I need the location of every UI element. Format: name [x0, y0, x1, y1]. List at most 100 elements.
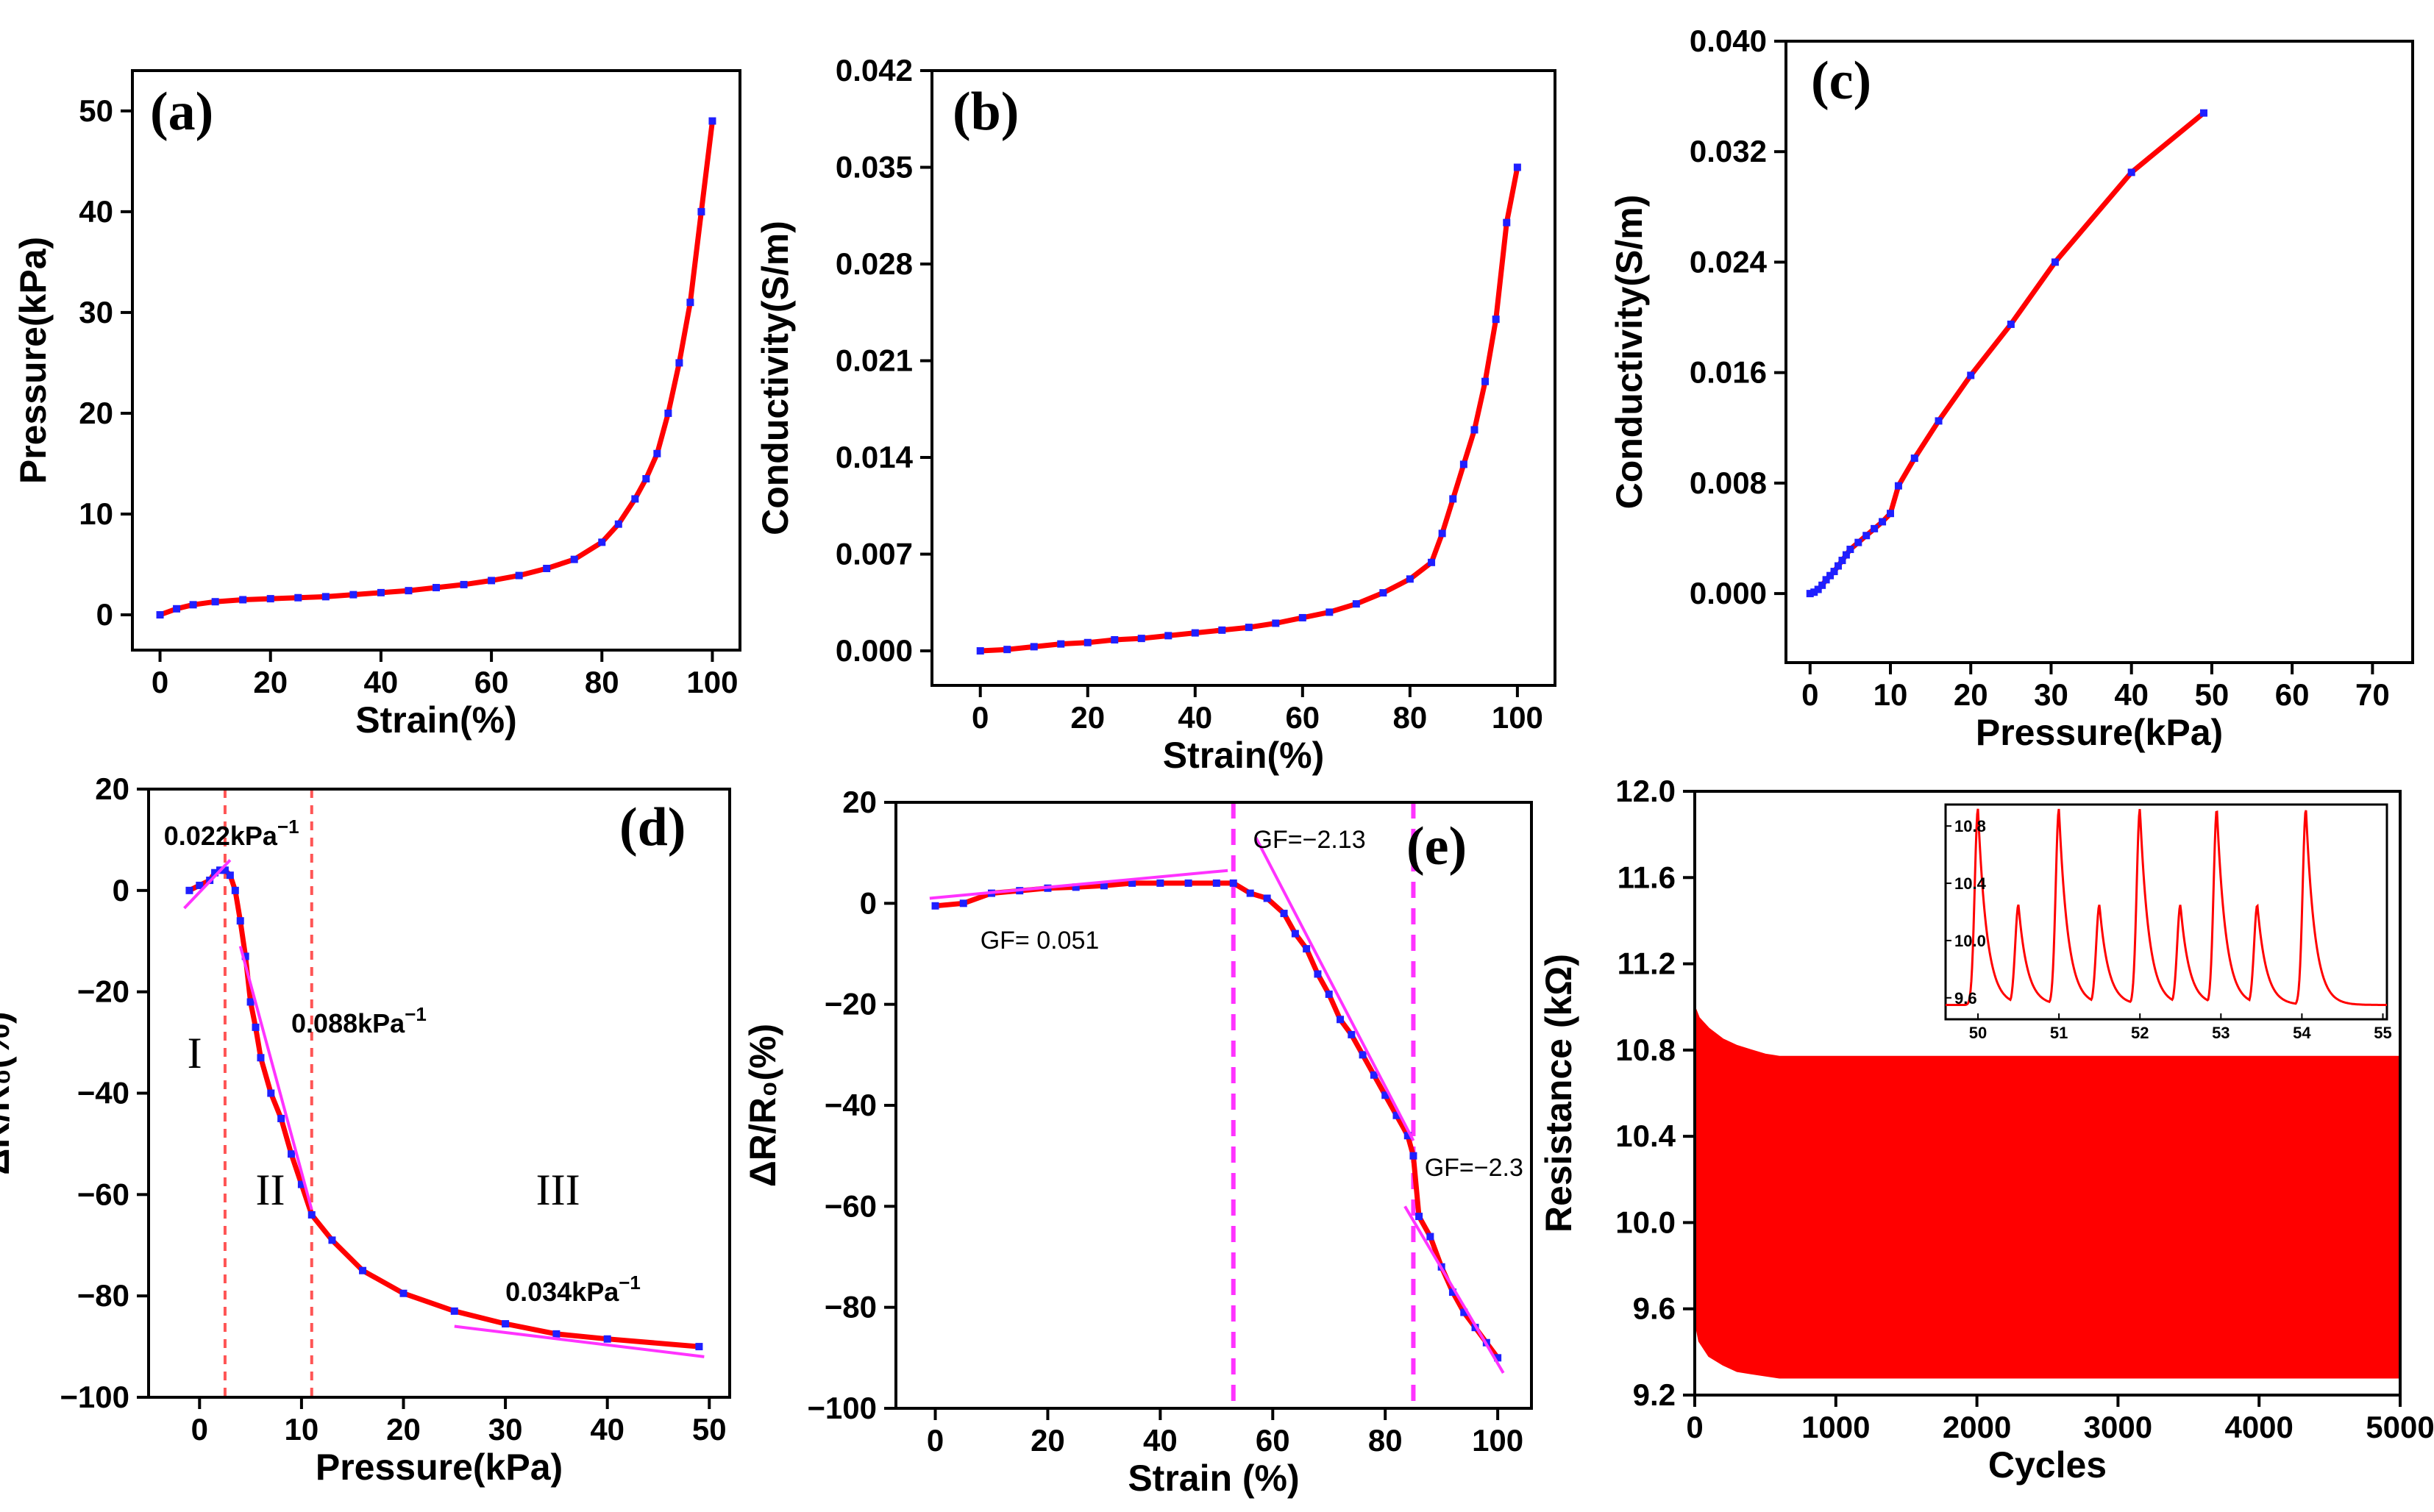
x-tick-label: 100: [686, 665, 738, 699]
y-axis-title: Resistance (kΩ): [1538, 954, 1579, 1233]
data-point: [631, 495, 639, 503]
fit-line: [454, 1324, 705, 1358]
data-point: [460, 580, 468, 588]
y-axis-title: ΔR/R₀(%): [742, 1024, 783, 1187]
data-point: [1835, 562, 1842, 570]
y-tick-label: 9.2: [1633, 1377, 1676, 1412]
x-tick-label: 80: [1392, 700, 1427, 735]
plot-frame-f: [1693, 790, 2402, 1397]
y-tick-label: 40: [79, 194, 113, 229]
x-tick-label: 20: [1954, 677, 1988, 712]
data-point: [1842, 551, 1850, 559]
data-point: [708, 117, 716, 125]
data-point: [598, 538, 606, 546]
data-point: [1403, 1132, 1412, 1140]
x-tick-label: 0: [972, 700, 989, 735]
data-point: [976, 647, 984, 655]
fit-line: [183, 859, 232, 910]
data-point: [328, 1236, 336, 1244]
y-tick-label: 20: [842, 785, 877, 819]
data-point: [277, 1114, 285, 1122]
data-point: [1814, 585, 1822, 593]
x-tick-label: 30: [2034, 677, 2068, 712]
data-point: [239, 596, 247, 604]
panel-label-b: (b): [953, 82, 1019, 142]
data-point: [1184, 879, 1192, 887]
annotation-superscript: −1: [277, 816, 299, 838]
y-tick-label: 10.0: [1615, 1205, 1676, 1239]
x-tick-label: 60: [474, 665, 509, 699]
y-tick-label: 0.024: [1690, 244, 1768, 279]
x-tick-label: 10: [1873, 677, 1908, 712]
y-tick-label: 0.021: [836, 343, 913, 378]
plot-frame-b: [930, 69, 1556, 687]
data-point: [1325, 990, 1333, 998]
y-tick-label: 9.6: [1633, 1291, 1676, 1326]
y-tick-label: −100: [807, 1391, 877, 1425]
data-point: [1072, 883, 1080, 891]
data-point: [1370, 1071, 1378, 1079]
x-tick-label: 0: [927, 1423, 944, 1458]
x-tick-label: 2000: [1943, 1410, 2011, 1444]
data-point: [1191, 629, 1199, 637]
x-tick-label: 3000: [2084, 1410, 2152, 1444]
data-point: [1513, 163, 1521, 171]
region-label: II: [256, 1166, 285, 1214]
y-tick-label: 30: [79, 295, 113, 329]
data-point: [2007, 320, 2015, 328]
data-point: [2127, 168, 2135, 176]
panel-label-e: (e): [1406, 816, 1467, 877]
annotation: GF=−2.3: [1425, 1154, 1523, 1182]
data-point: [1218, 626, 1226, 634]
data-point: [502, 1320, 510, 1328]
inset-x-tick-label: 55: [2374, 1024, 2391, 1042]
data-point: [173, 605, 181, 613]
data-point: [266, 595, 274, 603]
data-point: [570, 555, 578, 563]
annotation: 0.034kPa−1: [505, 1272, 641, 1307]
data-point: [231, 886, 239, 894]
data-point: [377, 588, 385, 596]
data-point: [1246, 889, 1254, 897]
data-point: [1460, 1308, 1468, 1316]
data-point: [1503, 218, 1511, 227]
data-point: [1871, 524, 1879, 532]
inset-x-tick-label: 52: [2131, 1024, 2149, 1042]
data-point: [349, 591, 357, 599]
data-point: [543, 564, 551, 572]
y-tick-label: −40: [77, 1076, 129, 1110]
data-point: [1459, 460, 1467, 468]
data-point: [1291, 930, 1299, 938]
fit-line: [1254, 837, 1415, 1141]
y-tick-label: 11.2: [1618, 946, 1676, 981]
y-tick-label: −60: [77, 1177, 129, 1211]
y-tick-label: 0.016: [1690, 355, 1767, 390]
x-tick-label: 20: [1031, 1423, 1065, 1458]
y-tick-label: 0.008: [1690, 466, 1767, 500]
y-tick-label: 0: [113, 873, 129, 907]
data-point: [552, 1330, 561, 1338]
x-tick-label: 100: [1492, 700, 1543, 735]
data-point: [1862, 532, 1871, 540]
x-tick-label: 0: [191, 1412, 208, 1447]
data-point: [1854, 538, 1862, 546]
data-point: [1100, 882, 1108, 890]
annotation-text: 0.088kPa: [291, 1008, 405, 1038]
inset-y-tick-label: 10.8: [1954, 817, 1986, 835]
data-point: [1381, 1091, 1389, 1099]
data-point: [1406, 575, 1414, 583]
data-point: [252, 1023, 260, 1031]
data-point: [1352, 600, 1360, 608]
data-point: [1492, 315, 1500, 324]
data-point: [488, 577, 496, 585]
data-point: [1494, 1354, 1502, 1362]
panel-label-d: (d): [619, 797, 686, 857]
data-point: [1379, 589, 1387, 597]
x-tick-label: 30: [488, 1412, 523, 1447]
data-point: [1245, 624, 1253, 632]
y-tick-label: 0.000: [1690, 576, 1767, 610]
data-point: [1887, 510, 1894, 518]
data-point: [1003, 646, 1011, 654]
x-tick-label: 20: [386, 1412, 421, 1447]
